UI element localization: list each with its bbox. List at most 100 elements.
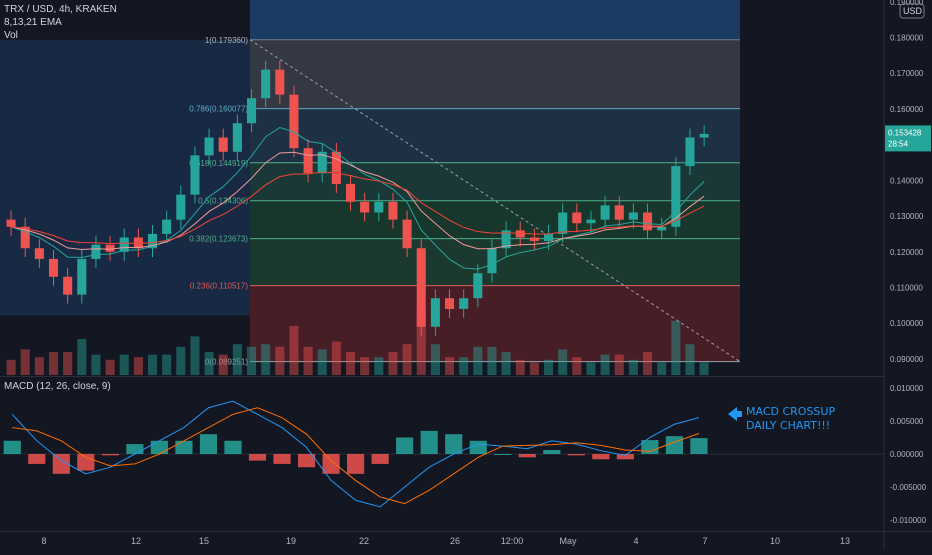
fib-level-label: 0.618(0.144919) — [189, 159, 248, 168]
volume-bar — [133, 357, 143, 375]
volume-bar — [657, 362, 667, 375]
candle-body — [501, 230, 511, 249]
macd-histogram-bar — [322, 454, 340, 474]
candle-body — [416, 248, 426, 327]
macd-histogram-bar — [248, 454, 267, 461]
price-tick-label: 0.170000 — [890, 69, 924, 78]
volume-bar — [147, 354, 158, 375]
macd-line — [11, 400, 700, 508]
volume-bar — [303, 346, 313, 375]
candle-body — [261, 69, 271, 99]
annotation-line-1: MACD CROSSUP — [746, 405, 836, 418]
candle-body — [218, 137, 228, 152]
macd-histogram-bar — [690, 438, 708, 454]
macd-histogram-bar — [347, 454, 365, 474]
time-tick-label: 10 — [770, 536, 780, 546]
price-tick-label: 0.180000 — [890, 34, 924, 43]
candle-body — [331, 151, 341, 184]
volume-bar — [374, 357, 384, 375]
volume-bar — [572, 357, 582, 375]
candle-body — [473, 273, 483, 299]
top-blue-zone — [250, 0, 740, 40]
candle-countdown: 28:54 — [888, 139, 909, 148]
volume-bar — [529, 362, 539, 375]
candle-body — [572, 212, 582, 224]
volume-bar — [515, 359, 525, 375]
time-tick-label: 7 — [702, 536, 707, 546]
macd-histogram-bar — [445, 434, 463, 454]
candle-body — [374, 201, 384, 213]
annotation-line-2: DAILY CHART!!! — [746, 419, 831, 432]
macd-histogram-bar — [420, 430, 438, 454]
macd-annotation: MACD CROSSUP DAILY CHART!!! — [728, 405, 836, 433]
volume-bar — [473, 346, 483, 375]
candle-body — [147, 233, 158, 249]
macd-histogram-bar — [518, 454, 536, 458]
macd-legend[interactable]: MACD (12, 26, close, 9) — [4, 381, 111, 392]
candle-body — [544, 233, 554, 242]
candle-body — [232, 123, 242, 152]
candle-body — [628, 212, 638, 220]
candle-body — [657, 226, 667, 231]
macd-histogram-bar — [3, 440, 21, 454]
candle-body — [246, 98, 257, 124]
fib-level-label: 0.382(0.123673) — [189, 235, 248, 244]
macd-histogram-bar — [543, 450, 561, 454]
candle-body — [685, 137, 695, 167]
fib-band — [250, 162, 740, 201]
price-tick-label: 0.130000 — [890, 212, 924, 221]
candle-body — [204, 137, 214, 156]
candle-body — [162, 219, 172, 234]
macd-tick-label: -0.010000 — [890, 516, 927, 525]
candle-body — [445, 298, 455, 309]
candle-body — [699, 133, 709, 138]
candle-body — [487, 248, 497, 274]
macd-histogram-bar — [641, 440, 659, 454]
candle-body — [275, 69, 285, 95]
last-price-badge[interactable] — [885, 125, 931, 152]
volume-bar — [246, 346, 257, 375]
volume-bar — [487, 346, 497, 375]
volume-bar — [48, 352, 59, 375]
volume-bar — [586, 362, 596, 375]
candle-body — [63, 276, 73, 295]
volume-bar — [699, 362, 709, 375]
volume-bar — [261, 344, 271, 375]
candle-body — [529, 237, 539, 242]
fib-level-label: 0.786(0.160077) — [189, 105, 248, 114]
volume-legend[interactable]: Vol — [4, 30, 18, 41]
price-tick-label: 0.110000 — [890, 284, 923, 293]
time-tick-label: 8 — [41, 536, 46, 546]
macd-histogram-bar — [297, 454, 316, 468]
fib-band — [250, 108, 740, 163]
volume-bar — [445, 357, 455, 375]
macd-tick-label: 0.010000 — [890, 384, 924, 393]
macd-histogram-bar — [616, 454, 634, 460]
fib-band — [250, 200, 740, 239]
ema-line — [10, 151, 705, 250]
arrow-left-icon — [728, 407, 742, 421]
candle-body — [558, 212, 568, 234]
currency-badge[interactable] — [899, 3, 925, 19]
volume-bar — [204, 352, 214, 375]
ema-legend[interactable]: 8,13,21 EMA — [4, 17, 62, 28]
volume-bar — [162, 354, 172, 375]
candle-body — [643, 212, 653, 231]
volume-bar — [501, 352, 511, 375]
candle-body — [34, 248, 44, 259]
candle-body — [105, 244, 115, 252]
candle-body — [176, 194, 186, 220]
macd-histogram-bar — [224, 440, 242, 454]
candle-body — [20, 226, 30, 249]
volume-bar — [544, 359, 554, 375]
candle-body — [388, 201, 398, 220]
volume-bar — [402, 344, 412, 375]
macd-histogram-bar — [150, 440, 168, 454]
candle-body — [671, 166, 681, 227]
macd-histogram-bar — [592, 454, 610, 460]
symbol-title: TRX / USD, 4h, KRAKEN — [4, 4, 117, 15]
volume-bar — [317, 349, 327, 375]
volume-bar — [63, 352, 73, 375]
candle-body — [360, 201, 370, 213]
